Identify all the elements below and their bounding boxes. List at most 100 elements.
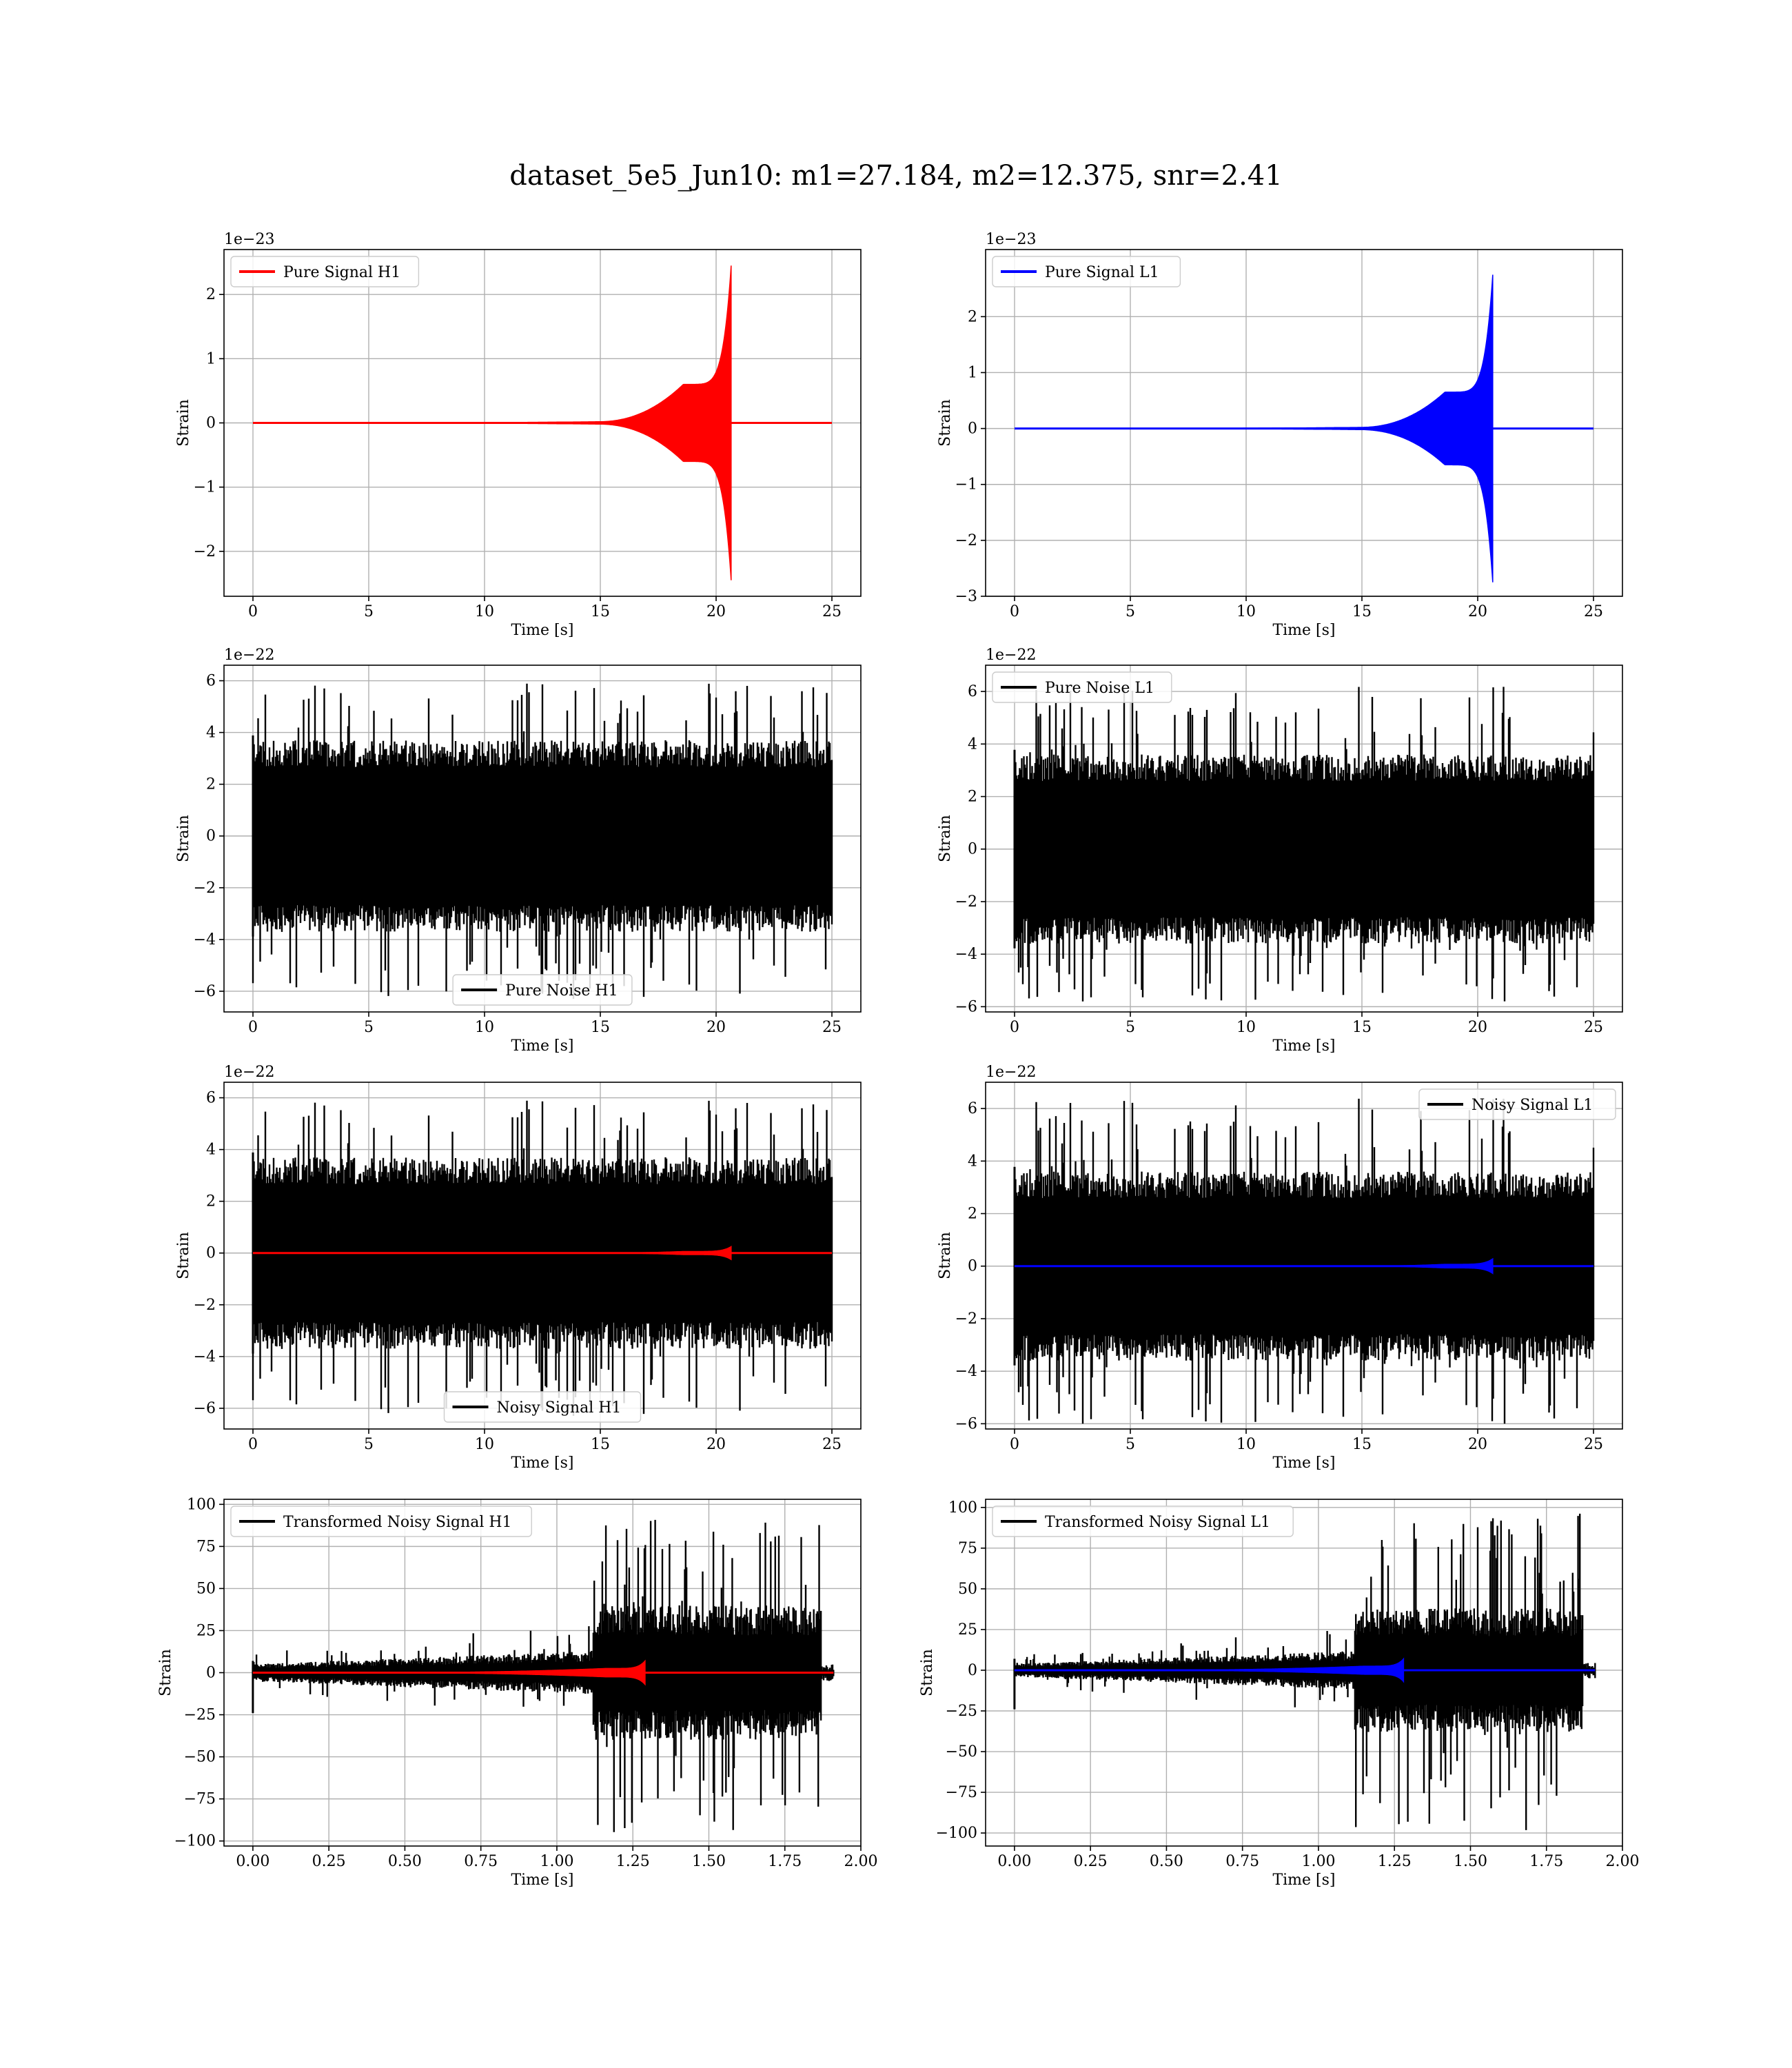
x-tick-label: 0.00 bbox=[997, 1853, 1031, 1870]
legend-frame bbox=[230, 1506, 532, 1537]
x-tick-label: 1.25 bbox=[616, 1853, 650, 1870]
axes-frame bbox=[985, 1082, 1623, 1430]
y-tick-label: 75 bbox=[196, 1538, 216, 1555]
x-tick-label: 10 bbox=[475, 603, 494, 620]
subplot-pure-signal-h1: 0 5 10 15 20 25 −2 −1 0 1 2 1e−23 Time [s] Strain Pure… bbox=[175, 231, 862, 639]
y-axis-label: Strain bbox=[157, 1649, 174, 1696]
x-tick-label: 25 bbox=[1584, 1436, 1603, 1453]
y-tick-label: 4 bbox=[968, 1153, 977, 1170]
legend-label: Noisy Signal L1 bbox=[1472, 1097, 1593, 1114]
x-tick-label: 0.75 bbox=[1225, 1853, 1259, 1870]
y-tick-label: −6 bbox=[955, 1415, 977, 1432]
subplot-transformed-noisy-signal-h1: 0.00 0.25 0.50 0.75 1.00 1.25 1.50 1.75 2.00 −100… bbox=[157, 1496, 877, 1889]
x-tick-label: 0 bbox=[1010, 603, 1019, 620]
y-tick-label: −4 bbox=[194, 931, 216, 949]
legend-frame bbox=[230, 256, 420, 287]
x-tick-label: 25 bbox=[822, 603, 842, 620]
y-tick-label: 100 bbox=[948, 1499, 977, 1517]
legend-label: Transformed Noisy Signal H1 bbox=[283, 1514, 512, 1531]
x-tick-label: 15 bbox=[591, 1436, 610, 1453]
series-noise-0 bbox=[252, 683, 833, 999]
y-tick-label: 6 bbox=[968, 683, 977, 700]
y-axis-label: Strain bbox=[937, 399, 954, 447]
x-axis-label: Time [s] bbox=[511, 1454, 573, 1472]
x-tick-label: 10 bbox=[1236, 1019, 1256, 1036]
x-tick-label: 0 bbox=[1010, 1436, 1019, 1453]
y-tick-label: 0 bbox=[206, 1245, 216, 1262]
axes-frame bbox=[223, 665, 862, 1013]
series-noise-0 bbox=[1013, 1098, 1595, 1424]
y-tick-label: −75 bbox=[946, 1784, 977, 1801]
y-tick-label: 0 bbox=[206, 828, 216, 845]
y-tick-label: −75 bbox=[184, 1791, 216, 1808]
x-tick-label: 0 bbox=[248, 1019, 258, 1036]
y-tick-label: −100 bbox=[936, 1825, 977, 1842]
x-tick-label: 1.25 bbox=[1378, 1853, 1412, 1870]
x-tick-label: 5 bbox=[364, 1436, 374, 1453]
x-tick-label: 1.75 bbox=[768, 1853, 802, 1870]
y-tick-label: 2 bbox=[968, 789, 977, 806]
legend-label: Pure Signal H1 bbox=[283, 264, 400, 281]
x-tick-label: 15 bbox=[1352, 603, 1372, 620]
y-tick-label: −4 bbox=[955, 946, 977, 963]
y-tick-label: −2 bbox=[955, 532, 977, 549]
legend-label: Pure Noise H1 bbox=[505, 982, 618, 1000]
y-axis-label: Strain bbox=[175, 399, 192, 447]
plot-area bbox=[1013, 1513, 1596, 1830]
x-tick-label: 25 bbox=[1584, 1019, 1603, 1036]
legend: Transformed Noisy Signal L1 bbox=[992, 1506, 1294, 1537]
legend-label: Transformed Noisy Signal L1 bbox=[1045, 1514, 1270, 1531]
plot-area bbox=[1013, 1098, 1595, 1424]
x-tick-label: 20 bbox=[1468, 1019, 1487, 1036]
y-tick-label: −50 bbox=[184, 1749, 216, 1766]
y-offset-text: 1e−23 bbox=[986, 231, 1036, 248]
x-axis-label: Time [s] bbox=[1272, 1454, 1335, 1472]
y-tick-label: 4 bbox=[206, 724, 216, 742]
y-tick-label: 0 bbox=[206, 1665, 216, 1682]
plot-area bbox=[252, 1519, 835, 1832]
legend-label: Pure Signal L1 bbox=[1045, 264, 1159, 281]
x-tick-label: 2.00 bbox=[844, 1853, 878, 1870]
y-tick-label: 0 bbox=[968, 1662, 977, 1679]
y-axis-label: Strain bbox=[937, 815, 954, 862]
y-offset-text: 1e−22 bbox=[224, 1064, 274, 1081]
legend-label: Noisy Signal H1 bbox=[497, 1399, 622, 1417]
axes-frame bbox=[985, 665, 1623, 1013]
legend-frame bbox=[443, 1391, 642, 1423]
subplot-noisy-signal-h1: 0 5 10 15 20 25 −6 −4 −2 0 2 4 6 1e−22 Time [s] Strain N… bbox=[175, 1064, 862, 1472]
y-tick-label: −2 bbox=[194, 543, 216, 560]
y-tick-label: −1 bbox=[955, 476, 977, 494]
x-axis-label: Time [s] bbox=[511, 1872, 573, 1889]
subplot-pure-noise-l1: 0 5 10 15 20 25 −6 −4 −2 0 2 4 6 1e−22 Time [s] Strain P… bbox=[937, 647, 1623, 1055]
y-offset-text: 1e−22 bbox=[224, 647, 274, 664]
x-tick-label: 1.00 bbox=[540, 1853, 573, 1870]
y-tick-label: 6 bbox=[206, 673, 216, 690]
y-tick-label: −4 bbox=[194, 1348, 216, 1366]
x-axis-label: Time [s] bbox=[511, 1037, 573, 1055]
y-tick-label: 2 bbox=[206, 286, 216, 303]
x-tick-label: 0.50 bbox=[1150, 1853, 1183, 1870]
x-tick-label: 15 bbox=[1352, 1436, 1372, 1453]
x-tick-label: 0 bbox=[248, 1436, 258, 1453]
plot-area bbox=[252, 1100, 833, 1416]
plot-area bbox=[253, 265, 832, 580]
x-tick-label: 15 bbox=[591, 1019, 610, 1036]
plot-area bbox=[1015, 274, 1594, 582]
y-tick-label: 6 bbox=[206, 1090, 216, 1107]
grid bbox=[986, 250, 1622, 597]
x-tick-label: 1.75 bbox=[1529, 1853, 1563, 1870]
x-tick-label: 5 bbox=[1126, 1019, 1135, 1036]
y-tick-label: −2 bbox=[194, 1297, 216, 1314]
x-tick-label: 15 bbox=[591, 603, 610, 620]
x-tick-label: 25 bbox=[822, 1019, 842, 1036]
y-tick-label: −2 bbox=[955, 893, 977, 911]
series-chirp-1 bbox=[253, 1246, 732, 1261]
series-chirp-0 bbox=[253, 265, 732, 580]
x-tick-label: 0.25 bbox=[312, 1853, 346, 1870]
y-tick-label: 0 bbox=[968, 841, 977, 858]
x-tick-label: 15 bbox=[1352, 1019, 1372, 1036]
axes-frame bbox=[985, 1499, 1623, 1847]
x-tick-label: 10 bbox=[1236, 603, 1256, 620]
